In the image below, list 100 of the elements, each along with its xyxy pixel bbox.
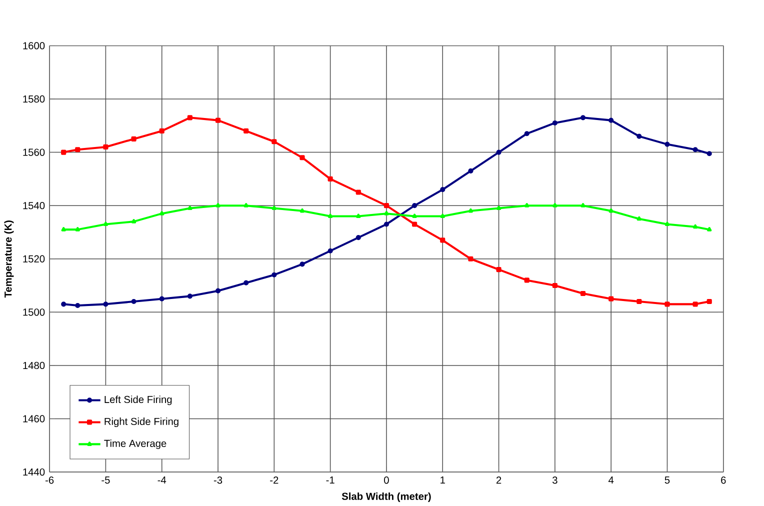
x-tick-label: -1 bbox=[326, 476, 334, 484]
point bbox=[524, 202, 530, 208]
point bbox=[61, 150, 66, 155]
point bbox=[244, 128, 249, 134]
point bbox=[496, 150, 502, 155]
point bbox=[706, 151, 712, 156]
point bbox=[468, 256, 474, 262]
point bbox=[75, 226, 80, 232]
point bbox=[707, 226, 712, 232]
x-tick-label: 1 bbox=[440, 476, 445, 484]
point bbox=[664, 302, 670, 307]
point bbox=[188, 206, 192, 210]
point bbox=[440, 238, 446, 243]
point bbox=[412, 222, 418, 227]
legend-label: Right Side Firing bbox=[104, 417, 178, 427]
point bbox=[216, 202, 220, 208]
point bbox=[440, 214, 445, 218]
point bbox=[187, 294, 192, 299]
point bbox=[692, 147, 698, 152]
y-tick-label: 1480 bbox=[23, 362, 45, 369]
x-tick-label: 6 bbox=[721, 476, 726, 484]
point bbox=[580, 115, 586, 120]
point bbox=[440, 186, 446, 192]
point bbox=[468, 208, 474, 213]
x-tick-label: 3 bbox=[552, 476, 558, 484]
point bbox=[103, 302, 108, 307]
point bbox=[159, 128, 164, 134]
point bbox=[300, 262, 305, 267]
point bbox=[328, 248, 333, 254]
x-tick-label: -3 bbox=[214, 476, 222, 484]
point bbox=[608, 208, 614, 213]
x-tick-label: -6 bbox=[45, 476, 54, 484]
x-tick-label: -4 bbox=[158, 476, 166, 484]
x-tick-label: -5 bbox=[102, 476, 110, 484]
point bbox=[524, 278, 530, 283]
point bbox=[131, 136, 136, 142]
point bbox=[103, 144, 108, 150]
point bbox=[384, 222, 390, 227]
point bbox=[384, 210, 389, 216]
point bbox=[636, 216, 642, 221]
point bbox=[692, 224, 698, 229]
point bbox=[356, 214, 361, 218]
point bbox=[159, 296, 164, 302]
point bbox=[636, 134, 642, 139]
point bbox=[356, 190, 361, 195]
y-tick-label: 1600 bbox=[23, 42, 45, 50]
point bbox=[552, 202, 558, 208]
y-tick-label: 1500 bbox=[23, 308, 45, 316]
point bbox=[608, 296, 614, 302]
point bbox=[131, 218, 136, 224]
point bbox=[61, 226, 66, 232]
point bbox=[272, 139, 277, 144]
point bbox=[496, 266, 502, 272]
x-tick-label: 2 bbox=[496, 476, 502, 484]
point bbox=[300, 154, 305, 160]
point bbox=[328, 214, 333, 218]
point bbox=[608, 118, 614, 123]
point bbox=[61, 302, 66, 307]
x-axis-title: Slab Width (meter) bbox=[342, 492, 431, 502]
x-tick-label: 0 bbox=[384, 476, 389, 484]
x-tick-label: 5 bbox=[664, 476, 670, 484]
point bbox=[468, 168, 474, 174]
point bbox=[524, 131, 530, 136]
point bbox=[215, 118, 221, 123]
point bbox=[580, 202, 586, 208]
point bbox=[160, 210, 164, 216]
point bbox=[75, 147, 80, 152]
point bbox=[272, 206, 277, 210]
point bbox=[496, 206, 502, 210]
point bbox=[356, 234, 361, 240]
legend-label: Left Side Firing bbox=[104, 396, 172, 405]
point bbox=[664, 222, 670, 226]
legend-label: Time Average bbox=[104, 439, 166, 449]
y-tick-label: 1560 bbox=[23, 148, 45, 156]
point bbox=[412, 214, 417, 218]
y-tick-label: 1580 bbox=[23, 95, 45, 103]
point bbox=[244, 280, 249, 286]
point bbox=[272, 272, 277, 278]
point bbox=[552, 120, 558, 126]
point bbox=[215, 288, 221, 294]
y-axis-title: Temperature (K) bbox=[4, 220, 14, 298]
y-tick-label: 1520 bbox=[23, 255, 45, 262]
point bbox=[75, 302, 80, 308]
point bbox=[636, 298, 642, 304]
point bbox=[706, 298, 712, 304]
y-tick-label: 1540 bbox=[23, 202, 45, 210]
point bbox=[328, 176, 333, 182]
point bbox=[244, 202, 248, 208]
point bbox=[300, 208, 305, 213]
y-tick-label: 1440 bbox=[23, 468, 45, 476]
point bbox=[412, 202, 418, 208]
point bbox=[664, 142, 670, 147]
point bbox=[580, 290, 586, 296]
x-tick-label: -2 bbox=[270, 476, 278, 484]
y-tick-label: 1460 bbox=[23, 415, 45, 422]
x-tick-label: 4 bbox=[608, 476, 614, 484]
point bbox=[384, 202, 390, 208]
point bbox=[692, 302, 698, 307]
point bbox=[131, 298, 136, 304]
point bbox=[552, 282, 558, 288]
